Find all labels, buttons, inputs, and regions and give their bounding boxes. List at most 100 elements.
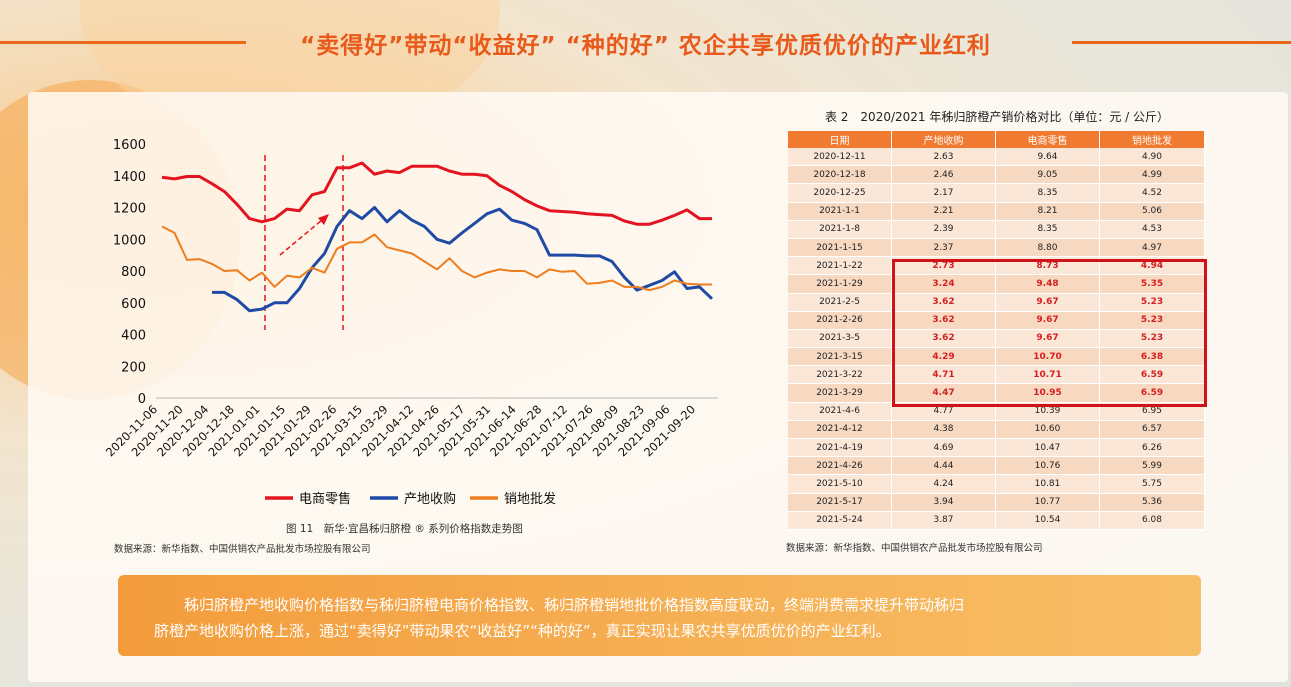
table-row: 2020-12-11 2.63 9.64 4.90: [788, 148, 1205, 167]
y-tick-label: 800: [121, 265, 146, 280]
y-tick-label: 1200: [113, 202, 146, 217]
table-cell: 2.63: [892, 148, 996, 167]
table-cell: 8.21: [996, 202, 1100, 221]
table-cell: 4.97: [1100, 238, 1205, 258]
legend-label: 销地批发: [504, 491, 556, 507]
table-cell: 4.77: [892, 402, 996, 421]
table-cell: 2.21: [892, 202, 996, 221]
table-cell: 4.52: [1100, 184, 1205, 203]
table-cell: 2021-4-12: [788, 420, 892, 439]
table-cell: 6.57: [1100, 420, 1205, 439]
table-cell: 10.76: [996, 457, 1100, 476]
table-cell: 2021-1-1: [788, 202, 892, 221]
table-cell: 2021-1-22: [788, 257, 892, 276]
price-comparison-table: 日期 产地收购 电商零售 销地批发 2020-12-11 2.63 9.64 4.90 202…: [788, 131, 1205, 530]
table-cell: 4.29: [892, 348, 996, 367]
table-cell: 2021-2-5: [788, 293, 892, 312]
table-cell: 2021-1-8: [788, 220, 892, 239]
table-header-cell: 电商零售: [996, 131, 1100, 148]
table-cell: 9.48: [996, 275, 1100, 294]
figure-caption: 图 11 新华·宜昌秭归脐橙 ® 系列价格指数走势图: [286, 523, 523, 535]
table-row: 2021-4-19 4.69 10.47 6.26: [788, 439, 1205, 458]
table-cell: 5.75: [1100, 475, 1205, 494]
summary-line-1: 秭归脐橙产地收购价格指数与秭归脐橙电商价格指数、秭归脐橙销地批价格指数高度联动，…: [184, 596, 965, 614]
table-cell: 9.67: [996, 329, 1100, 349]
y-tick-label: 1400: [113, 170, 146, 185]
table-row: 2021-5-24 3.87 10.54 6.08: [788, 511, 1205, 530]
table-cell: 4.90: [1100, 148, 1205, 167]
table-cell: 4.24: [892, 475, 996, 494]
legend-label: 产地收购: [404, 491, 456, 507]
table-row: 2020-12-25 2.17 8.35 4.52: [788, 184, 1205, 203]
y-tick-label: 400: [121, 329, 146, 344]
table-cell: 2020-12-11: [788, 148, 892, 167]
table-row: 2021-4-12 4.38 10.60 6.57: [788, 420, 1205, 439]
table-cell: 10.47: [996, 439, 1100, 458]
table-header-cell: 销地批发: [1100, 131, 1205, 148]
table-cell: 2021-1-29: [788, 275, 892, 294]
table-cell: 2021-3-29: [788, 384, 892, 403]
table-cell: 3.94: [892, 493, 996, 512]
table-cell: 10.70: [996, 348, 1100, 367]
table-cell: 4.38: [892, 420, 996, 439]
table-cell: 4.47: [892, 384, 996, 403]
table-row: 2021-2-5 3.62 9.67 5.23: [788, 293, 1205, 312]
table-cell: 10.39: [996, 402, 1100, 421]
table-row: 2021-3-22 4.71 10.71 6.59: [788, 366, 1205, 385]
table-cell: 4.71: [892, 366, 996, 385]
table-cell: 4.69: [892, 439, 996, 458]
table-cell: 8.35: [996, 184, 1100, 203]
table-cell: 10.95: [996, 384, 1100, 403]
table-cell: 5.99: [1100, 457, 1205, 476]
trend-arrow-head: [318, 214, 329, 225]
table-row: 2021-4-26 4.44 10.76 5.99: [788, 457, 1205, 476]
table-row: 2021-1-29 3.24 9.48 5.35: [788, 275, 1205, 294]
table-row: 2021-2-26 3.62 9.67 5.23: [788, 311, 1205, 330]
table-cell: 2021-3-15: [788, 348, 892, 367]
table-cell: 10.60: [996, 420, 1100, 439]
table-cell: 10.71: [996, 366, 1100, 385]
table-row: 2021-3-5 3.62 9.67 5.23: [788, 329, 1205, 349]
table-cell: 9.05: [996, 166, 1100, 185]
legend-label: 电商零售: [299, 491, 351, 507]
y-tick-label: 0: [138, 392, 146, 407]
table-cell: 3.62: [892, 329, 996, 349]
series-line: [161, 161, 712, 226]
table-cell: 9.67: [996, 311, 1100, 330]
table-row: 2021-1-1 2.21 8.21 5.06: [788, 202, 1205, 221]
table-row: 2021-5-10 4.24 10.81 5.75: [788, 475, 1205, 494]
table-row: 2021-1-8 2.39 8.35 4.53: [788, 220, 1205, 239]
table-cell: 6.26: [1100, 439, 1205, 458]
table-cell: 6.08: [1100, 511, 1205, 530]
table-cell: 2.17: [892, 184, 996, 203]
series-line: [212, 206, 714, 313]
page-title: “卖得好”带动“收益好” “种的好” 农企共享优质优价的产业红利: [300, 33, 991, 59]
table-cell: 2021-4-26: [788, 457, 892, 476]
table-row: 2020-12-18 2.46 9.05 4.99: [788, 166, 1205, 185]
table-cell: 10.54: [996, 511, 1100, 530]
table-cell: 9.67: [996, 293, 1100, 312]
highlight-box: [892, 259, 1207, 407]
y-tick-label: 200: [121, 360, 146, 375]
table-cell: 2021-3-5: [788, 329, 892, 349]
table-cell: 2020-12-18: [788, 166, 892, 185]
table-cell: 2021-1-15: [788, 238, 892, 258]
table-cell: 2.37: [892, 238, 996, 258]
table-cell: 2021-3-22: [788, 366, 892, 385]
table-cell: 10.81: [996, 475, 1100, 494]
title-row: “卖得好”带动“收益好” “种的好” 农企共享优质优价的产业红利: [0, 22, 1291, 62]
table-cell: 10.77: [996, 493, 1100, 512]
y-tick-label: 600: [121, 297, 146, 312]
table-cell: 3.87: [892, 511, 996, 530]
table-row: 2021-3-29 4.47 10.95 6.59: [788, 384, 1205, 403]
table-cell: 2021-2-26: [788, 311, 892, 330]
table-cell: 2020-12-25: [788, 184, 892, 203]
table-cell: 2.46: [892, 166, 996, 185]
trend-arrow: [279, 219, 323, 256]
table-title: 表 2 2020/2021 年秭归脐橙产销价格对比（单位：元 / 公斤）: [824, 110, 1170, 124]
chart-source: 数据来源：新华指数、中国供销农产品批发市场控股有限公司: [114, 544, 371, 555]
table-row: 2021-5-17 3.94 10.77 5.36: [788, 493, 1205, 512]
table-row: 2021-3-15 4.29 10.70 6.38: [788, 348, 1205, 367]
table-cell: 6.95: [1100, 402, 1205, 421]
